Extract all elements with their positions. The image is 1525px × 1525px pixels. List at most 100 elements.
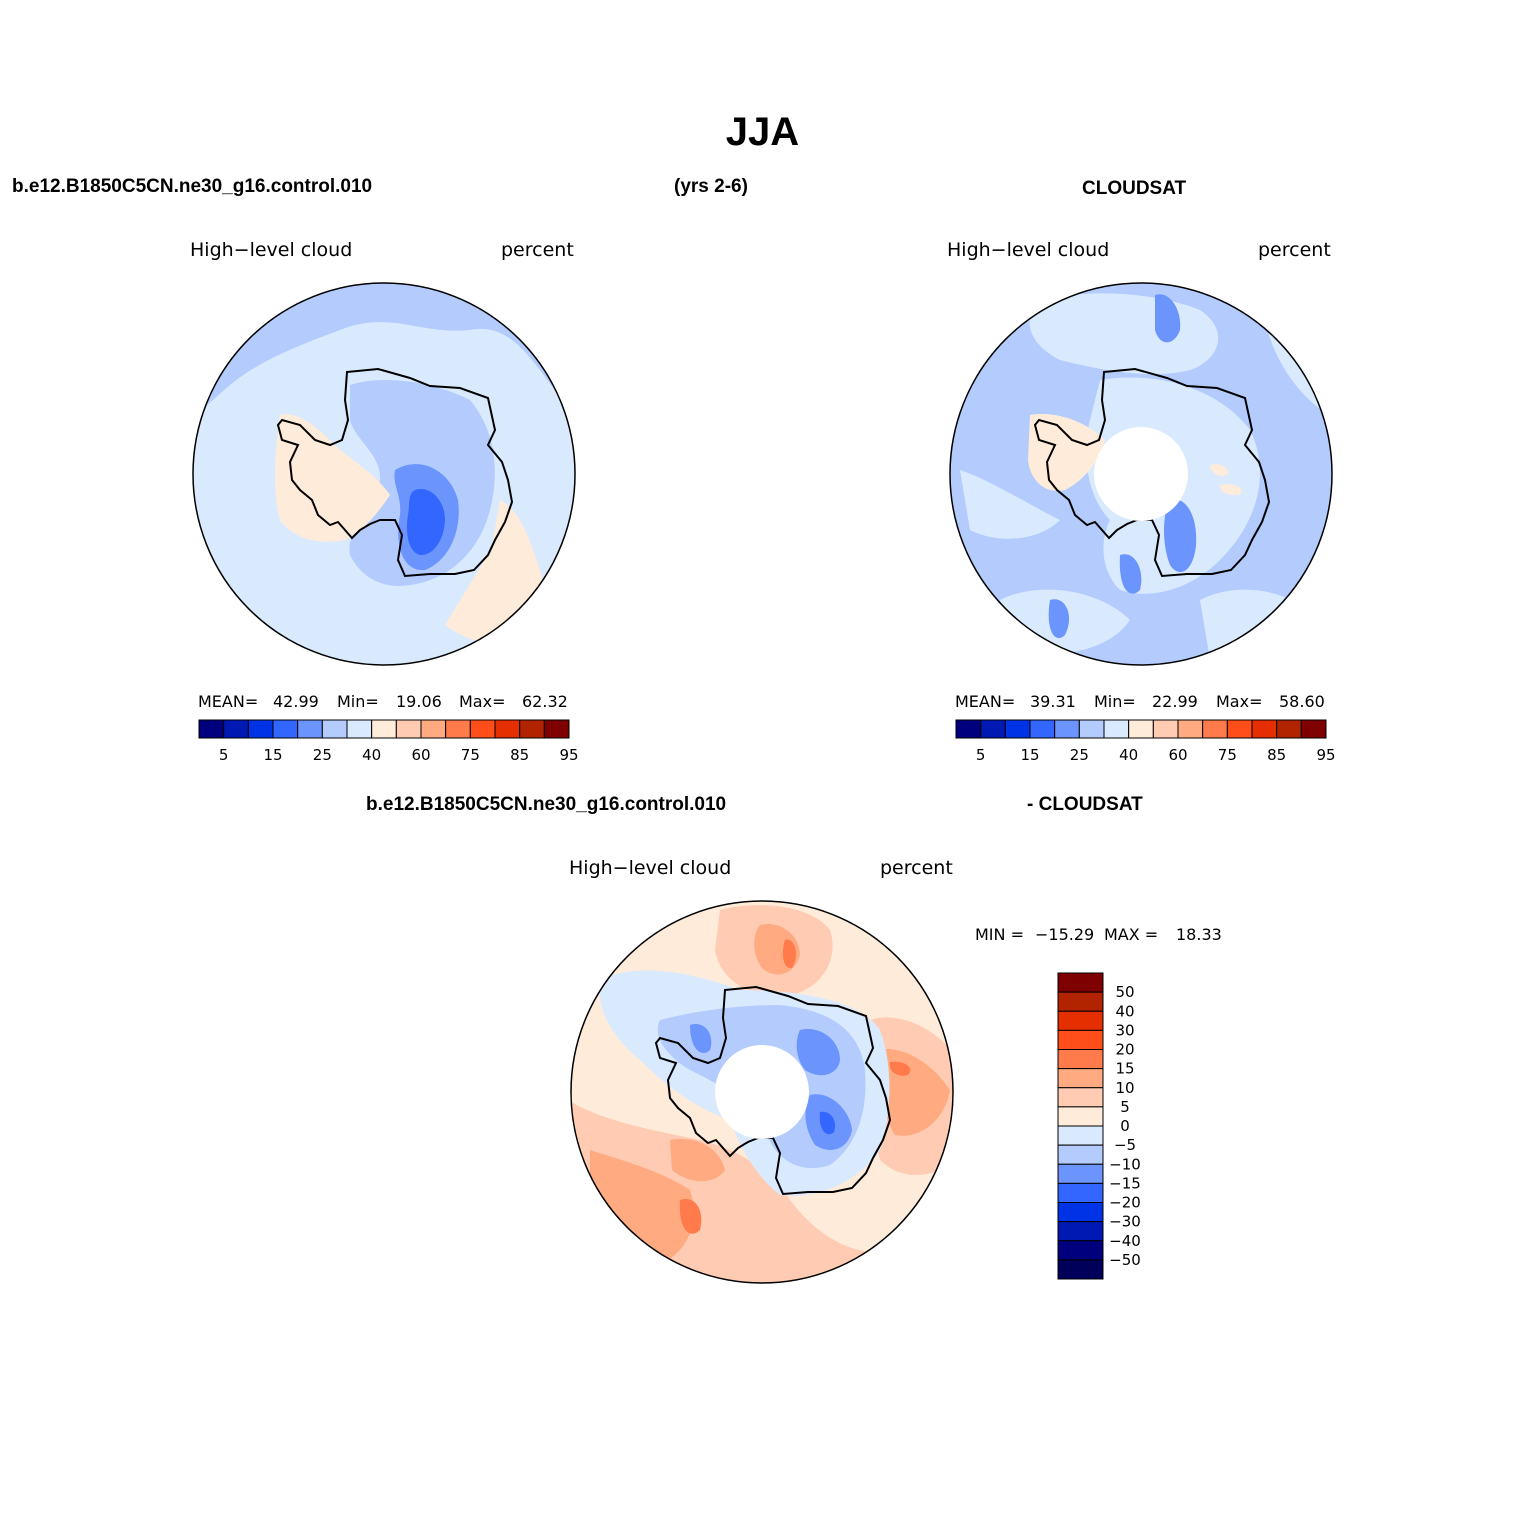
diff-colorbar-box <box>1057 1106 1104 1127</box>
model-colorbar-box <box>519 719 545 739</box>
diff-colorbar-box <box>1057 1259 1104 1280</box>
model-colorbar-box <box>247 719 274 739</box>
diff-colorbar-box <box>1057 1221 1104 1242</box>
model-colorbar-box <box>223 719 249 739</box>
model-min-label: Min= <box>337 692 379 711</box>
diff-colorbar-tick-label: −10 <box>1109 1155 1141 1173</box>
obs-colorbar-box <box>1226 719 1253 739</box>
model-colorbar-box <box>198 719 225 739</box>
obs-colorbar-tick-label: 75 <box>1218 746 1237 764</box>
model-colorbar-tick-label: 5 <box>219 746 229 764</box>
model-colorbar-box <box>469 719 496 739</box>
diff-colorbar-tick-label: −5 <box>1114 1136 1136 1154</box>
model-mean-label: MEAN= <box>198 692 259 711</box>
diff-variable-label: High−level cloud <box>569 857 732 879</box>
obs-colorbar-box <box>1276 719 1302 739</box>
model-case-label: b.e12.B1850C5CN.ne30_g16.control.010 <box>12 176 373 197</box>
diff-colorbar-tick-label: −20 <box>1109 1194 1141 1212</box>
model-min-value: 19.06 <box>396 692 442 711</box>
obs-colorbar-tick-label: 95 <box>1316 746 1335 764</box>
obs-map-border <box>949 282 1333 666</box>
obs-colorbar-box <box>1152 719 1179 739</box>
model-colorbar-box <box>445 719 471 739</box>
diff-min-label: MIN = <box>975 925 1024 944</box>
obs-mean-value: 39.31 <box>1030 692 1076 711</box>
model-max-value: 62.32 <box>522 692 568 711</box>
obs-colorbar-tick-label: 85 <box>1267 746 1286 764</box>
diff-map <box>571 901 953 1283</box>
obs-colorbar-tick-label: 25 <box>1070 746 1089 764</box>
obs-map <box>950 283 1332 665</box>
obs-colorbar-box <box>1103 719 1130 739</box>
obs-colorbar-tick-label: 5 <box>976 746 986 764</box>
model-units-label: percent <box>501 239 574 261</box>
obs-units-label: percent <box>1258 239 1331 261</box>
diff-colorbar-tick-label: −50 <box>1109 1251 1141 1269</box>
obs-variable-label: High−level cloud <box>947 239 1110 261</box>
obs-mean-label: MEAN= <box>955 692 1016 711</box>
model-colorbar-box <box>371 719 397 739</box>
model-colorbar-tick-label: 25 <box>313 746 332 764</box>
model-colorbar-box <box>297 719 323 739</box>
obs-max-label: Max= <box>1216 692 1263 711</box>
model-colorbar-tick-label: 75 <box>461 746 480 764</box>
obs-colorbar-box <box>955 719 982 739</box>
obs-colorbar-box <box>1054 719 1080 739</box>
diff-colorbar-box <box>1057 1182 1104 1203</box>
model-colorbar-box <box>543 719 570 739</box>
diff-colorbar-box <box>1057 991 1104 1012</box>
main-title: JJA <box>725 110 800 154</box>
obs-colorbar-box <box>1078 719 1105 739</box>
obs-colorbar-box <box>1251 719 1278 739</box>
obs-colorbar-box <box>1177 719 1204 739</box>
diff-colorbar-tick-label: −30 <box>1109 1213 1141 1231</box>
diff-colorbar-box <box>1057 1202 1104 1223</box>
diff-case-a-label: b.e12.B1850C5CN.ne30_g16.control.010 <box>366 794 727 815</box>
diff-colorbar-box <box>1057 1010 1104 1031</box>
model-map <box>193 283 575 665</box>
diff-colorbar-box <box>1057 1068 1104 1089</box>
model-colorbar-tick-label: 15 <box>263 746 282 764</box>
model-colorbar-box <box>346 719 373 739</box>
diff-colorbar-box <box>1057 1240 1104 1261</box>
obs-colorbar-box <box>1004 719 1031 739</box>
obs-colorbar-box <box>1300 719 1327 739</box>
diff-colorbar-tick-label: 5 <box>1120 1098 1130 1116</box>
diff-colorbar-tick-label: 50 <box>1115 983 1134 1001</box>
model-colorbar-box <box>494 719 521 739</box>
obs-case-label: CLOUDSAT <box>1082 178 1187 199</box>
obs-min-value: 22.99 <box>1152 692 1198 711</box>
model-colorbar-tick-label: 60 <box>411 746 430 764</box>
model-colorbar-tick-label: 85 <box>510 746 529 764</box>
diff-colorbar-tick-label: 30 <box>1115 1021 1134 1039</box>
diff-units-label: percent <box>880 857 953 879</box>
diff-colorbar-tick-label: 20 <box>1115 1041 1134 1059</box>
diff-min-value: −15.29 <box>1035 925 1095 944</box>
obs-colorbar-tick-label: 40 <box>1119 746 1138 764</box>
diff-colorbar-tick-label: 10 <box>1115 1079 1134 1097</box>
diff-colorbar-box <box>1057 1087 1104 1108</box>
obs-colorbar-box <box>1029 719 1056 739</box>
diff-colorbar-tick-label: 0 <box>1120 1117 1130 1135</box>
model-colorbar-box <box>321 719 348 739</box>
diff-colorbar-box <box>1057 1029 1104 1050</box>
diff-colorbar-box <box>1057 1125 1104 1146</box>
obs-min-label: Min= <box>1094 692 1136 711</box>
model-colorbar-tick-label: 95 <box>559 746 578 764</box>
diff-map-border <box>570 900 954 1284</box>
diff-colorbar-tick-label: −15 <box>1109 1174 1141 1192</box>
obs-colorbar-box <box>1202 719 1228 739</box>
diff-max-label: MAX = <box>1104 925 1159 944</box>
diff-colorbar-box <box>1057 1144 1104 1165</box>
model-colorbar-box <box>272 719 299 739</box>
diff-max-value: 18.33 <box>1176 925 1222 944</box>
obs-colorbar-box <box>1128 719 1154 739</box>
model-colorbar-box <box>420 719 447 739</box>
obs-colorbar-tick-label: 15 <box>1020 746 1039 764</box>
diff-colorbar-tick-label: −40 <box>1109 1232 1141 1250</box>
diff-colorbar-tick-label: 15 <box>1115 1060 1134 1078</box>
diff-colorbar-box <box>1057 972 1104 993</box>
model-variable-label: High−level cloud <box>190 239 353 261</box>
